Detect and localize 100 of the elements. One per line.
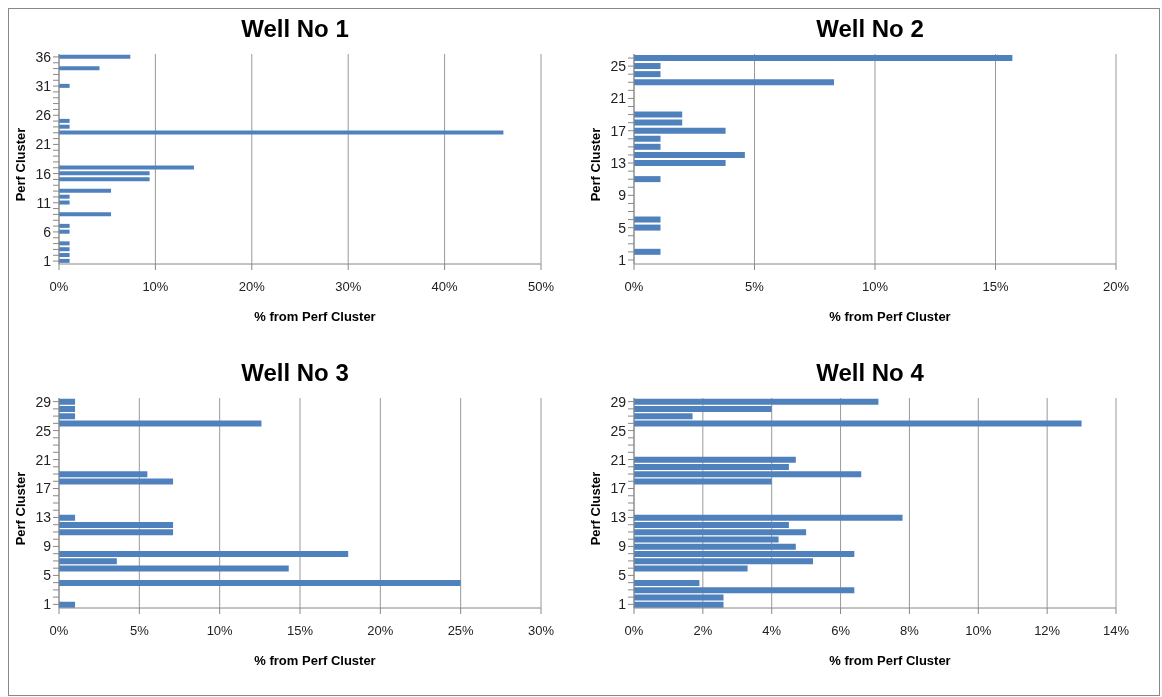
bar bbox=[59, 478, 174, 485]
x-tick-label: 0% bbox=[49, 623, 69, 639]
bar bbox=[634, 79, 835, 86]
y-tick-label: 21 bbox=[35, 136, 52, 153]
y-tick-label: 21 bbox=[35, 451, 52, 468]
bar bbox=[634, 71, 661, 78]
bar bbox=[634, 63, 661, 70]
bar bbox=[59, 212, 112, 217]
y-tick-label: 25 bbox=[610, 422, 627, 439]
y-axis-title: Perf Cluster bbox=[13, 127, 29, 201]
bar bbox=[634, 420, 1082, 427]
bar bbox=[59, 66, 100, 71]
bar bbox=[59, 471, 148, 478]
y-tick-label: 29 bbox=[35, 393, 52, 410]
bar bbox=[59, 83, 70, 88]
bar bbox=[634, 119, 683, 126]
y-tick-label: 13 bbox=[610, 155, 627, 172]
bar bbox=[59, 241, 70, 246]
x-tick-label: 20% bbox=[238, 279, 266, 295]
y-tick-label: 5 bbox=[43, 567, 52, 584]
chart-title: Well No 2 bbox=[815, 14, 925, 44]
bar bbox=[634, 143, 661, 150]
bar bbox=[59, 258, 70, 263]
bar bbox=[59, 54, 131, 59]
y-tick-label: 17 bbox=[35, 480, 52, 497]
bar bbox=[634, 478, 772, 485]
x-tick-label: 10% bbox=[965, 623, 992, 639]
bar bbox=[59, 579, 461, 586]
x-tick-label: 30% bbox=[335, 279, 362, 295]
y-tick-label: 13 bbox=[35, 509, 52, 526]
y-tick-label: 1 bbox=[43, 253, 52, 270]
bar bbox=[634, 135, 661, 142]
chart-title: Well No 3 bbox=[240, 358, 350, 388]
x-tick-label: 0% bbox=[624, 623, 644, 639]
y-tick-label: 29 bbox=[610, 393, 627, 410]
bar bbox=[59, 177, 150, 182]
y-tick-label: 13 bbox=[610, 509, 627, 526]
y-tick-label: 21 bbox=[610, 451, 627, 468]
y-tick-label: 25 bbox=[35, 422, 52, 439]
x-tick-label: 30% bbox=[527, 623, 555, 639]
bar bbox=[634, 54, 1013, 61]
bar bbox=[59, 247, 70, 252]
x-axis-title: % from Perf Cluster bbox=[253, 653, 377, 668]
x-tick-label: 10% bbox=[142, 279, 169, 295]
y-tick-label: 16 bbox=[35, 165, 52, 182]
y-tick-label: 25 bbox=[610, 58, 627, 75]
bar bbox=[59, 253, 70, 258]
x-tick-label: 10% bbox=[861, 279, 889, 295]
y-tick-label: 31 bbox=[35, 78, 52, 95]
y-tick-label: 26 bbox=[35, 107, 52, 124]
y-tick-label: 6 bbox=[43, 223, 52, 240]
y-tick-label: 11 bbox=[36, 194, 52, 211]
y-tick-label: 1 bbox=[43, 596, 52, 613]
y-tick-label: 9 bbox=[618, 187, 627, 204]
bar bbox=[634, 176, 661, 183]
x-tick-label: 0% bbox=[624, 279, 644, 295]
y-tick-label: 21 bbox=[610, 90, 627, 107]
y-axis-title: Perf Cluster bbox=[588, 471, 604, 545]
x-axis-title: % from Perf Cluster bbox=[253, 309, 377, 324]
y-axis-title: Perf Cluster bbox=[13, 471, 29, 545]
y-axis-title: Perf Cluster bbox=[588, 127, 604, 201]
chart-title: Well No 4 bbox=[815, 358, 925, 388]
x-axis-title: % from Perf Cluster bbox=[828, 653, 952, 668]
y-tick-label: 5 bbox=[618, 219, 627, 236]
x-tick-label: 14% bbox=[1102, 623, 1130, 639]
bar bbox=[59, 130, 504, 135]
x-tick-label: 0% bbox=[49, 279, 69, 295]
bar bbox=[59, 229, 70, 234]
bar bbox=[634, 111, 683, 118]
y-tick-label: 36 bbox=[35, 48, 52, 65]
x-tick-label: 10% bbox=[206, 623, 234, 639]
y-tick-label: 1 bbox=[618, 251, 627, 268]
bar bbox=[59, 223, 70, 228]
bar bbox=[59, 188, 112, 193]
bar bbox=[59, 420, 262, 427]
x-tick-label: 8% bbox=[900, 623, 920, 639]
x-tick-label: 4% bbox=[762, 623, 782, 639]
bar bbox=[59, 200, 70, 205]
y-tick-label: 9 bbox=[43, 538, 52, 555]
x-tick-label: 6% bbox=[831, 623, 851, 639]
bar bbox=[59, 118, 70, 123]
x-tick-label: 15% bbox=[982, 279, 1009, 295]
y-tick-label: 9 bbox=[618, 538, 627, 555]
x-axis-title: % from Perf Cluster bbox=[828, 309, 952, 324]
bar bbox=[634, 127, 726, 134]
bar bbox=[634, 248, 661, 255]
x-tick-label: 15% bbox=[286, 623, 314, 639]
x-tick-label: 12% bbox=[1034, 623, 1061, 639]
x-tick-label: 2% bbox=[693, 623, 713, 639]
bar bbox=[59, 194, 70, 199]
bar bbox=[59, 124, 70, 129]
x-tick-label: 5% bbox=[129, 623, 150, 639]
bar bbox=[634, 224, 661, 231]
x-tick-label: 20% bbox=[1102, 279, 1130, 295]
y-tick-label: 1 bbox=[618, 596, 627, 613]
y-tick-label: 5 bbox=[618, 567, 627, 584]
bar bbox=[634, 159, 726, 166]
bar bbox=[634, 151, 745, 158]
x-tick-label: 25% bbox=[447, 623, 475, 639]
x-tick-label: 20% bbox=[367, 623, 394, 639]
